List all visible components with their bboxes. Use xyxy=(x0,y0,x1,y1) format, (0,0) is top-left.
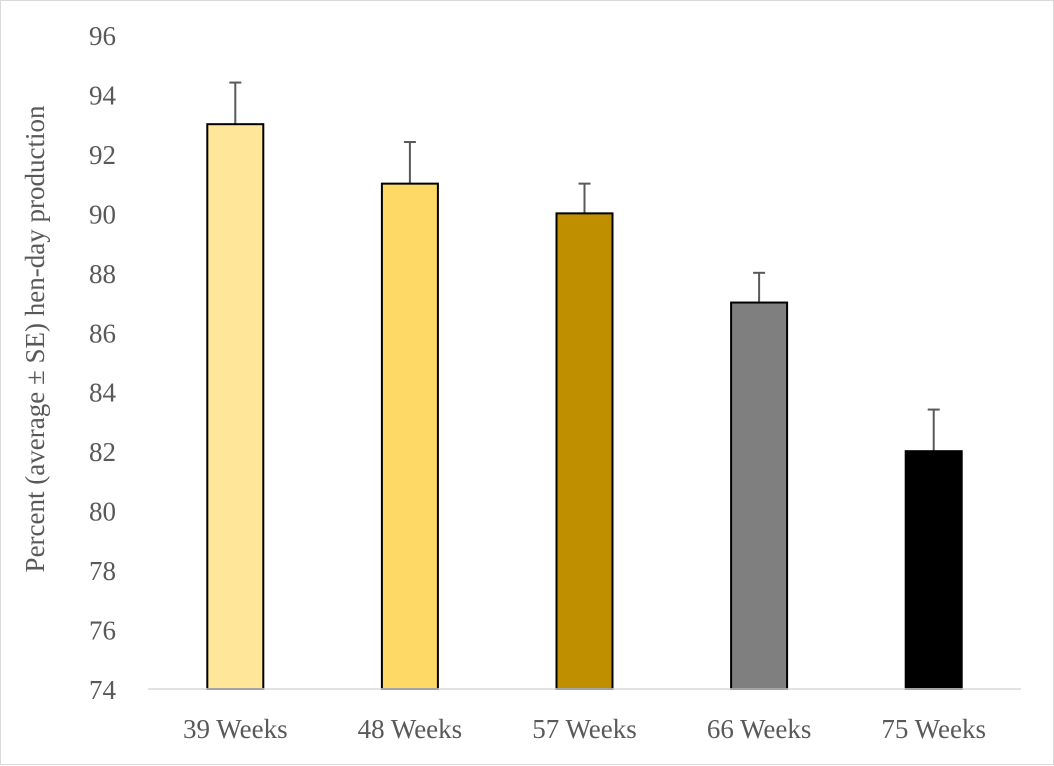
y-tick-label: 88 xyxy=(89,259,116,289)
x-tick-label: 75 Weeks xyxy=(881,714,986,744)
x-tick-label: 39 Weeks xyxy=(183,714,288,744)
y-tick-label: 76 xyxy=(89,616,116,646)
y-tick-label: 84 xyxy=(89,378,117,408)
x-tick-label: 48 Weeks xyxy=(358,714,463,744)
y-tick-label: 80 xyxy=(89,497,116,527)
bar xyxy=(555,212,614,690)
y-tick-label: 92 xyxy=(89,140,116,170)
y-axis-label: Percent (average ± SE) hen-day productio… xyxy=(20,105,50,572)
y-tick-label: 78 xyxy=(89,556,116,586)
y-tick-label: 82 xyxy=(89,437,116,467)
bar xyxy=(380,182,439,691)
y-tick-label: 90 xyxy=(89,199,116,229)
x-tick-label: 57 Weeks xyxy=(532,714,637,744)
y-tick-label: 94 xyxy=(89,80,117,110)
bar xyxy=(730,301,789,690)
y-tick-label: 74 xyxy=(89,675,117,705)
y-tick-label: 96 xyxy=(89,21,116,51)
x-tick-label: 66 Weeks xyxy=(707,714,812,744)
y-tick-label: 86 xyxy=(89,318,116,348)
bar xyxy=(206,123,265,690)
bar xyxy=(904,450,963,690)
